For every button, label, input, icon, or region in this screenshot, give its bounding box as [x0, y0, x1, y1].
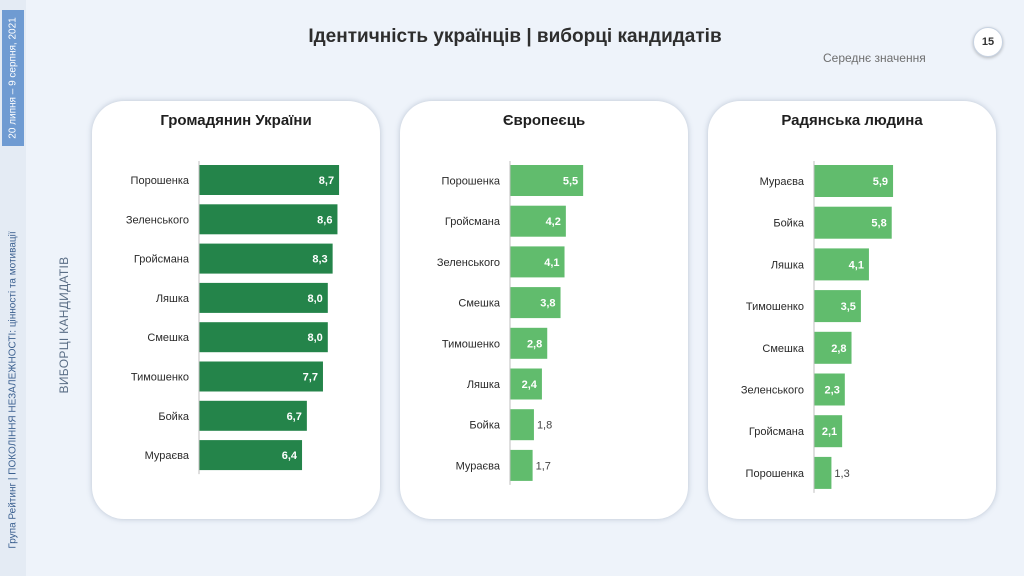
bar	[814, 415, 843, 448]
chart-title: Радянська людина	[781, 112, 923, 129]
sidebar: 20 липня – 9 серпня, 2021 Група Рейтинг …	[0, 0, 26, 576]
category-label: Тимошенко	[442, 338, 500, 350]
bar	[510, 449, 533, 481]
bar	[814, 165, 894, 197]
chart-european: Порошенка 5,5 Гройсмана 4,2 Зеленського 4,1 См…	[437, 161, 584, 485]
bar	[510, 205, 566, 237]
category-label: Бойка	[469, 420, 501, 432]
bar	[199, 440, 303, 471]
category-label: Порошенка	[746, 468, 805, 480]
bar	[814, 331, 852, 364]
page-number: 15	[973, 27, 1003, 57]
category-label: Смешка	[147, 332, 190, 344]
data-label: 2,8	[527, 338, 542, 350]
bar	[199, 361, 323, 392]
data-label: 8,0	[308, 332, 323, 344]
bar	[510, 246, 565, 278]
bar	[510, 409, 534, 441]
data-label: 6,7	[287, 411, 302, 423]
bar	[199, 282, 328, 313]
bar	[199, 243, 333, 274]
data-label: 1,8	[537, 420, 552, 432]
date-box	[2, 10, 24, 146]
bar	[510, 368, 542, 400]
bar	[199, 165, 340, 195]
chart-soviet: Мураєва 5,9 Бойка 5,8 Ляшка 4,1 Тимошенко 3,5 См…	[741, 161, 894, 493]
data-label: 8,0	[308, 293, 323, 305]
category-label: Тимошенко	[746, 301, 804, 313]
bar	[814, 373, 845, 406]
data-label: 6,4	[282, 450, 298, 462]
category-label: Гройсмана	[445, 216, 501, 228]
data-label: 8,6	[317, 214, 332, 226]
category-label: Зеленського	[126, 214, 189, 226]
category-label: Ляшка	[156, 293, 190, 305]
chart-title: Європеєць	[502, 112, 586, 129]
data-label: 8,7	[319, 175, 334, 187]
category-label: Ляшка	[771, 259, 805, 271]
chart-panel-citizen: Громадянин України Порошенка 8,7 Зеленсько…	[92, 101, 380, 519]
bar	[814, 456, 832, 489]
bar	[510, 165, 584, 196]
category-label: Зеленського	[437, 257, 500, 269]
category-label: Мураєва	[456, 460, 501, 472]
organization-caption: Група Рейтинг | ПОКОЛІННЯ НЕЗАЛЕЖНОСТІ: …	[7, 231, 19, 549]
data-label: 2,8	[831, 343, 846, 355]
category-label: Мураєва	[145, 450, 190, 462]
data-label: 2,1	[822, 426, 837, 438]
data-label: 2,3	[825, 385, 840, 397]
data-label: 8,3	[312, 254, 327, 266]
bar	[199, 322, 328, 353]
category-label: Бойка	[773, 218, 805, 230]
bar	[814, 290, 861, 323]
data-label: 2,4	[522, 379, 538, 391]
category-label: Ляшка	[467, 379, 501, 391]
section-label: ВИБОРЦІ КАНДИДАТІВ	[57, 256, 71, 394]
category-label: Порошенка	[442, 176, 501, 188]
bar	[510, 327, 548, 359]
category-label: Гройсмана	[749, 426, 805, 438]
data-label: 5,8	[871, 218, 886, 230]
data-label: 4,1	[849, 259, 864, 271]
category-label: Бойка	[158, 411, 190, 423]
chart-citizen: Порошенка 8,7 Зеленського 8,6 Гройсмана 8,3 Ля…	[126, 161, 340, 475]
bar	[814, 248, 869, 281]
chart-panel-soviet: Радянська людина Мураєва 5,9 Бойка 5,8 Ляшка…	[708, 101, 996, 519]
survey-date: 20 липня – 9 серпня, 2021	[7, 17, 19, 139]
data-label: 7,7	[303, 372, 318, 384]
bar	[199, 204, 338, 235]
chart-panel-european: Європеєць Порошенка 5,5 Гройсмана 4,2 Зеленс…	[400, 101, 688, 519]
data-label: 5,5	[563, 176, 578, 188]
data-label: 1,3	[834, 468, 849, 480]
chart-subtitle: Середнє значення	[823, 51, 926, 65]
data-label: 4,2	[546, 216, 561, 228]
bar	[199, 400, 307, 431]
data-label: 4,1	[544, 257, 559, 269]
category-label: Гройсмана	[134, 254, 190, 266]
data-label: 3,8	[540, 298, 555, 310]
category-label: Порошенка	[131, 175, 190, 187]
category-label: Тимошенко	[131, 372, 189, 384]
bar	[814, 206, 892, 239]
data-label: 1,7	[536, 460, 551, 472]
page-title: Ідентичність українців | виборці кандида…	[308, 26, 722, 47]
category-label: Зеленського	[741, 385, 804, 397]
category-label: Смешка	[458, 298, 501, 310]
bar	[510, 287, 561, 319]
data-label: 3,5	[841, 301, 856, 313]
chart-title: Громадянин України	[160, 112, 312, 129]
category-label: Смешка	[762, 343, 805, 355]
data-label: 5,9	[873, 176, 888, 188]
category-label: Мураєва	[760, 176, 805, 188]
